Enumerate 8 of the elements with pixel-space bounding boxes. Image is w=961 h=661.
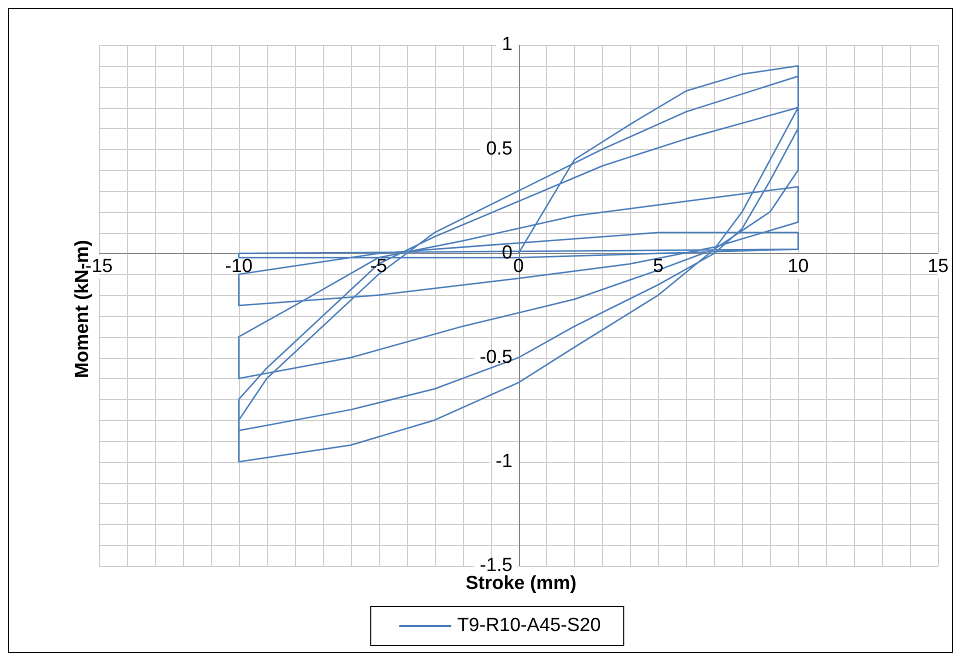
x-tick-label: 15 <box>927 256 949 278</box>
y-tick-label: -1 <box>496 451 512 472</box>
x-tick-label: 10 <box>788 256 809 278</box>
legend-label: T9-R10-A45-S20 <box>457 615 601 637</box>
y-tick-label: 1 <box>502 34 512 56</box>
y-tick-label: -0.5 <box>480 346 512 368</box>
x-tick-label: -10 <box>225 256 253 278</box>
y-tick-label: 0.5 <box>486 138 512 160</box>
